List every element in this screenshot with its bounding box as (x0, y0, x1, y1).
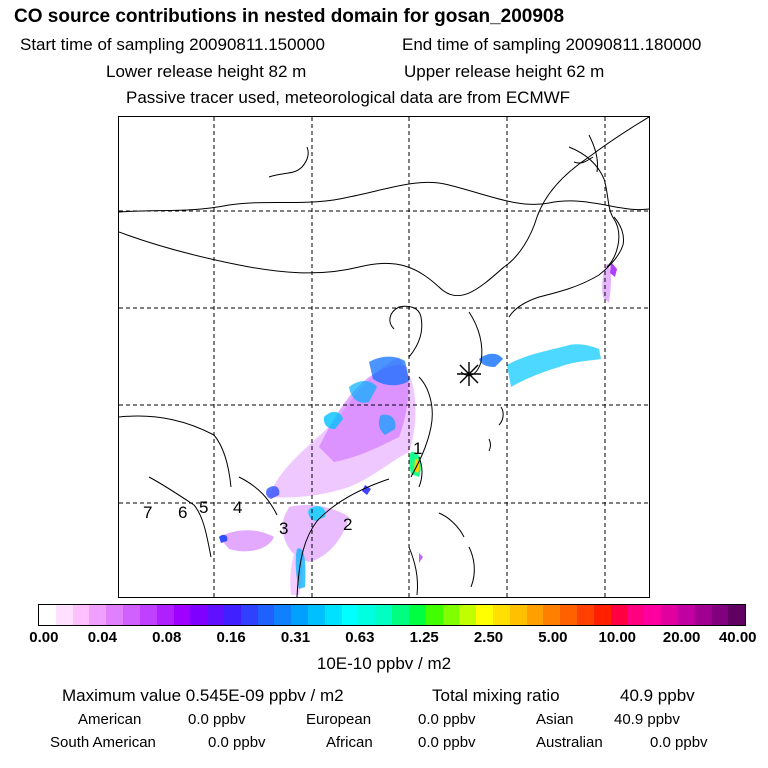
color-legend-swatch (677, 605, 695, 625)
source-region-label: European (306, 711, 372, 728)
color-legend-swatch (308, 605, 325, 625)
color-legend-tick-label: 40.00 (718, 629, 757, 646)
asterisk-receptor-icon (457, 362, 481, 386)
color-legend-swatch (324, 605, 342, 625)
color-legend-swatch (425, 605, 443, 625)
total-mixing-value: 40.9 ppbv (620, 686, 695, 705)
source-region-value: 0.0 ppbv (418, 734, 476, 751)
color-legend-swatch (55, 605, 73, 625)
color-legend-swatch (610, 605, 628, 625)
source-region-value: 0.0 ppbv (188, 711, 246, 728)
color-legend-tick-label: 0.16 (216, 629, 246, 646)
legend-unit-label: 10E-10 ppbv / m2 (316, 654, 452, 673)
region-label: 2 (343, 515, 353, 534)
color-legend-swatch (375, 605, 393, 625)
start-time-label: Start time of sampling 20090811.150000 (20, 35, 325, 54)
color-legend-swatch (644, 605, 662, 625)
color-legend-swatch (72, 605, 90, 625)
color-legend-swatch (156, 605, 174, 625)
upper-release-label: Upper release height 62 m (404, 62, 605, 81)
region-label: 4 (233, 498, 243, 517)
color-legend-swatch (442, 605, 460, 625)
color-legend-swatch (661, 605, 678, 625)
region-label: 1 (413, 439, 423, 458)
color-legend-swatch (627, 605, 645, 625)
region-label: 5 (199, 498, 209, 517)
color-legend-tick-label: 1.25 (409, 629, 439, 646)
color-legend-swatch (190, 605, 208, 625)
source-region-label: African (326, 734, 373, 751)
color-legend-swatch (392, 605, 409, 625)
color-legend-bar (38, 604, 746, 626)
end-time-label: End time of sampling 20090811.180000 (402, 35, 702, 54)
source-region-value: 0.0 ppbv (208, 734, 266, 751)
color-legend-swatch (560, 605, 577, 625)
color-legend-swatch (728, 605, 746, 625)
lower-release-label: Lower release height 82 m (106, 62, 307, 81)
region-label: 7 (143, 503, 153, 522)
info-label: Passive tracer used, meteorological data… (126, 88, 571, 107)
color-legend-swatch (89, 605, 107, 625)
color-legend-swatch (543, 605, 561, 625)
color-legend-swatch (139, 605, 157, 625)
color-legend-swatch (476, 605, 493, 625)
color-legend-swatch (173, 605, 191, 625)
color-legend-swatch (593, 605, 611, 625)
region-label: 6 (178, 503, 188, 522)
region-label: 3 (279, 519, 289, 538)
color-legend-swatch (123, 605, 140, 625)
color-legend-swatch (711, 605, 729, 625)
color-legend-swatch (106, 605, 124, 625)
map-canvas (119, 117, 649, 597)
color-legend-swatch (240, 605, 258, 625)
color-legend-swatch (207, 605, 224, 625)
color-legend-swatch (509, 605, 527, 625)
color-legend-tick-label: 5.00 (538, 629, 568, 646)
color-legend-swatch (694, 605, 712, 625)
concentration-field (219, 262, 617, 595)
source-region-label: Asian (536, 711, 574, 728)
map-panel: 1 2 3 4 5 6 7 (118, 116, 650, 598)
color-legend-swatch (274, 605, 292, 625)
color-legend-tick-label: 2.50 (473, 629, 504, 646)
color-legend-tick-label: 20.00 (662, 629, 701, 646)
color-legend-tick-label: 0.08 (152, 629, 182, 646)
color-legend-swatch (39, 605, 56, 625)
color-legend-swatch (223, 605, 241, 625)
color-legend-swatch (291, 605, 308, 625)
color-legend-tick-label: 0.63 (345, 629, 375, 646)
color-legend-tick-label: 0.00 (29, 629, 59, 646)
color-legend-swatch (526, 605, 544, 625)
source-region-label: American (78, 711, 142, 728)
source-region-value: 40.9 ppbv (614, 711, 680, 728)
color-legend-swatch (341, 605, 359, 625)
color-legend-swatch (257, 605, 275, 625)
coastlines (119, 117, 649, 597)
page-title: CO source contributions in nested domain… (14, 6, 565, 27)
graticule (119, 117, 649, 597)
color-legend-tick-label: 0.31 (280, 629, 311, 646)
source-region-label: South American (50, 734, 156, 751)
color-legend-swatch (408, 605, 426, 625)
source-region-value: 0.0 ppbv (418, 711, 476, 728)
max-value-label: Maximum value 0.545E-09 ppbv / m2 (62, 686, 344, 705)
color-legend-swatch (492, 605, 510, 625)
source-region-label: Australian (536, 734, 603, 751)
color-legend-tick-label: 0.04 (87, 629, 117, 646)
color-legend-swatch (358, 605, 376, 625)
color-legend-swatch (577, 605, 594, 625)
color-legend-tick-label: 10.00 (598, 629, 637, 646)
color-legend-swatch (459, 605, 477, 625)
source-region-value: 0.0 ppbv (650, 734, 708, 751)
total-mixing-label: Total mixing ratio (432, 686, 560, 705)
